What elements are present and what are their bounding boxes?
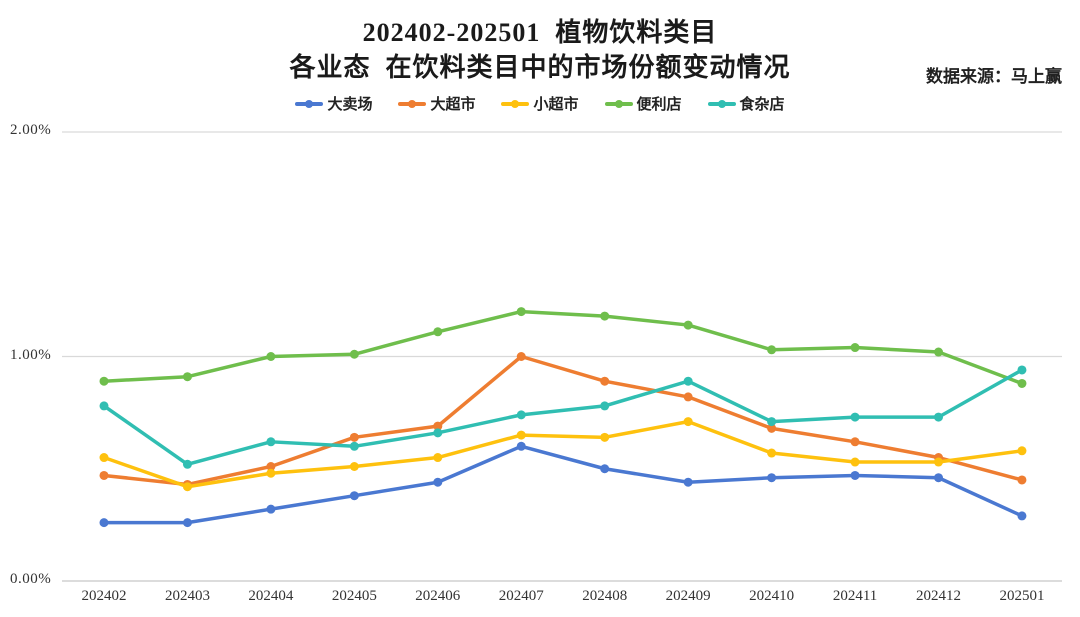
- data-point-grocery-store-202402: [99, 401, 109, 411]
- data-point-grocery-store-202407: [516, 410, 526, 420]
- legend-item-convenience-store: 便利店: [604, 93, 682, 114]
- data-point-mini-supermarket-202409: [683, 417, 693, 427]
- data-point-grocery-store-202405: [349, 441, 359, 451]
- x-axis-label-202404: 202404: [248, 588, 294, 604]
- legend-marker-icon: [398, 99, 427, 109]
- y-axis-label-1.00%: 1.00%: [10, 346, 52, 363]
- data-point-mini-supermarket-202403: [182, 482, 192, 492]
- x-axis-label-202407: 202407: [498, 588, 544, 604]
- data-point-convenience-store-202408: [600, 311, 610, 321]
- data-point-hypermarket-202411: [850, 470, 860, 480]
- data-point-mini-supermarket-202412: [934, 457, 943, 467]
- data-point-hypermarket-202412: [934, 473, 943, 483]
- data-point-hypermarket-202404: [266, 504, 276, 514]
- legend-item-label: 小超市: [533, 97, 579, 113]
- data-point-convenience-store-202410: [767, 345, 777, 355]
- data-point-mini-supermarket-202410: [767, 448, 777, 458]
- series-line-supermarket: [102, 354, 1024, 487]
- data-point-mini-supermarket-202501: [1017, 446, 1027, 456]
- data-point-hypermarket-202405: [349, 491, 359, 501]
- data-point-grocery-store-202404: [266, 437, 276, 447]
- x-axis-label-202412: 202412: [916, 588, 961, 604]
- data-point-supermarket-202408: [600, 376, 610, 386]
- legend-marker-icon: [604, 99, 633, 109]
- data-point-convenience-store-202404: [266, 352, 276, 361]
- data-point-hypermarket-202409: [683, 477, 693, 487]
- data-point-hypermarket-202402: [99, 518, 109, 528]
- data-point-mini-supermarket-202402: [99, 453, 109, 463]
- data-point-supermarket-202406: [433, 421, 443, 431]
- legend-item-label: 便利店: [636, 97, 682, 113]
- x-axis-label-202405: 202405: [331, 588, 377, 604]
- data-point-grocery-store-202501: [1017, 365, 1027, 375]
- data-point-supermarket-202405: [349, 432, 359, 442]
- legend-marker-icon: [295, 99, 324, 109]
- data-point-supermarket-202402: [99, 470, 109, 480]
- data-point-hypermarket-202406: [433, 477, 443, 487]
- x-axis-label-202501: 202501: [999, 588, 1045, 604]
- data-point-grocery-store-202411: [850, 412, 860, 422]
- data-point-convenience-store-202406: [433, 327, 443, 337]
- data-point-supermarket-202409: [683, 392, 693, 402]
- x-axis-label-202411: 202411: [832, 588, 878, 604]
- data-point-convenience-store-202402: [99, 376, 109, 386]
- series-line-grocery-store: [102, 368, 1024, 467]
- x-axis-label-202409: 202409: [665, 588, 711, 604]
- legend-item-label: 大卖场: [327, 97, 373, 113]
- legend-item-grocery-store: 食杂店: [707, 93, 785, 114]
- data-point-hypermarket-202408: [600, 464, 610, 474]
- data-point-convenience-store-202403: [182, 372, 192, 382]
- data-point-grocery-store-202410: [767, 417, 777, 427]
- series-line-hypermarket: [102, 444, 1024, 525]
- legend-item-label: 食杂店: [739, 97, 785, 113]
- data-point-supermarket-202407: [516, 352, 526, 361]
- data-point-supermarket-202410: [767, 423, 777, 433]
- data-point-convenience-store-202501: [1017, 378, 1027, 388]
- data-point-grocery-store-202412: [934, 412, 943, 422]
- data-point-convenience-store-202407: [516, 307, 526, 317]
- data-point-mini-supermarket-202411: [850, 457, 860, 467]
- data-point-mini-supermarket-202405: [349, 462, 359, 472]
- legend-item-supermarket: 大超市: [398, 93, 475, 114]
- data-point-hypermarket-202501: [1017, 511, 1027, 521]
- data-point-supermarket-202411: [850, 437, 860, 447]
- data-point-supermarket-202501: [1017, 475, 1027, 485]
- y-axis-label-0.00%: 0.00%: [10, 571, 52, 587]
- data-point-grocery-store-202408: [600, 401, 610, 411]
- data-point-convenience-store-202412: [934, 347, 943, 357]
- data-point-grocery-store-202409: [683, 376, 693, 386]
- data-point-mini-supermarket-202408: [600, 432, 610, 442]
- legend-marker-icon: [707, 99, 736, 109]
- data-point-convenience-store-202409: [683, 320, 693, 330]
- data-point-hypermarket-202410: [767, 473, 777, 483]
- chart-legend: 大卖场 大超市 小超市 便利店 食杂店: [0, 93, 1080, 114]
- legend-item-mini-supermarket: 小超市: [501, 93, 579, 114]
- series-line-mini-supermarket: [102, 419, 1024, 489]
- data-point-mini-supermarket-202404: [266, 468, 276, 478]
- x-axis-label-202410: 202410: [749, 588, 795, 604]
- data-point-grocery-store-202403: [182, 459, 192, 469]
- legend-item-label: 大超市: [430, 97, 476, 113]
- data-point-convenience-store-202405: [349, 349, 359, 359]
- y-axis-label-2.00%: 2.00%: [10, 122, 52, 138]
- data-point-grocery-store-202406: [433, 428, 443, 438]
- data-source-label: 数据来源：马上赢: [926, 67, 1062, 86]
- x-axis-label-202402: 202402: [81, 588, 127, 604]
- data-point-supermarket-202404: [266, 462, 276, 472]
- data-point-hypermarket-202407: [516, 441, 526, 451]
- data-point-convenience-store-202411: [850, 343, 860, 353]
- legend-item-hypermarket: 大卖场: [295, 93, 372, 114]
- data-point-mini-supermarket-202407: [516, 430, 526, 440]
- data-point-hypermarket-202403: [182, 518, 192, 528]
- x-axis-label-202403: 202403: [164, 588, 210, 604]
- series-line-convenience-store: [102, 309, 1024, 386]
- chart-title-line2: 各业态 在饮料类目中的市场份额变动情况: [289, 53, 791, 82]
- chart-title-line1: 202402-202501 植物饮料类目: [362, 18, 718, 47]
- x-axis-label-202408: 202408: [582, 588, 628, 604]
- data-point-mini-supermarket-202406: [433, 453, 443, 463]
- x-axis-label-202406: 202406: [415, 588, 461, 604]
- legend-marker-icon: [501, 99, 530, 109]
